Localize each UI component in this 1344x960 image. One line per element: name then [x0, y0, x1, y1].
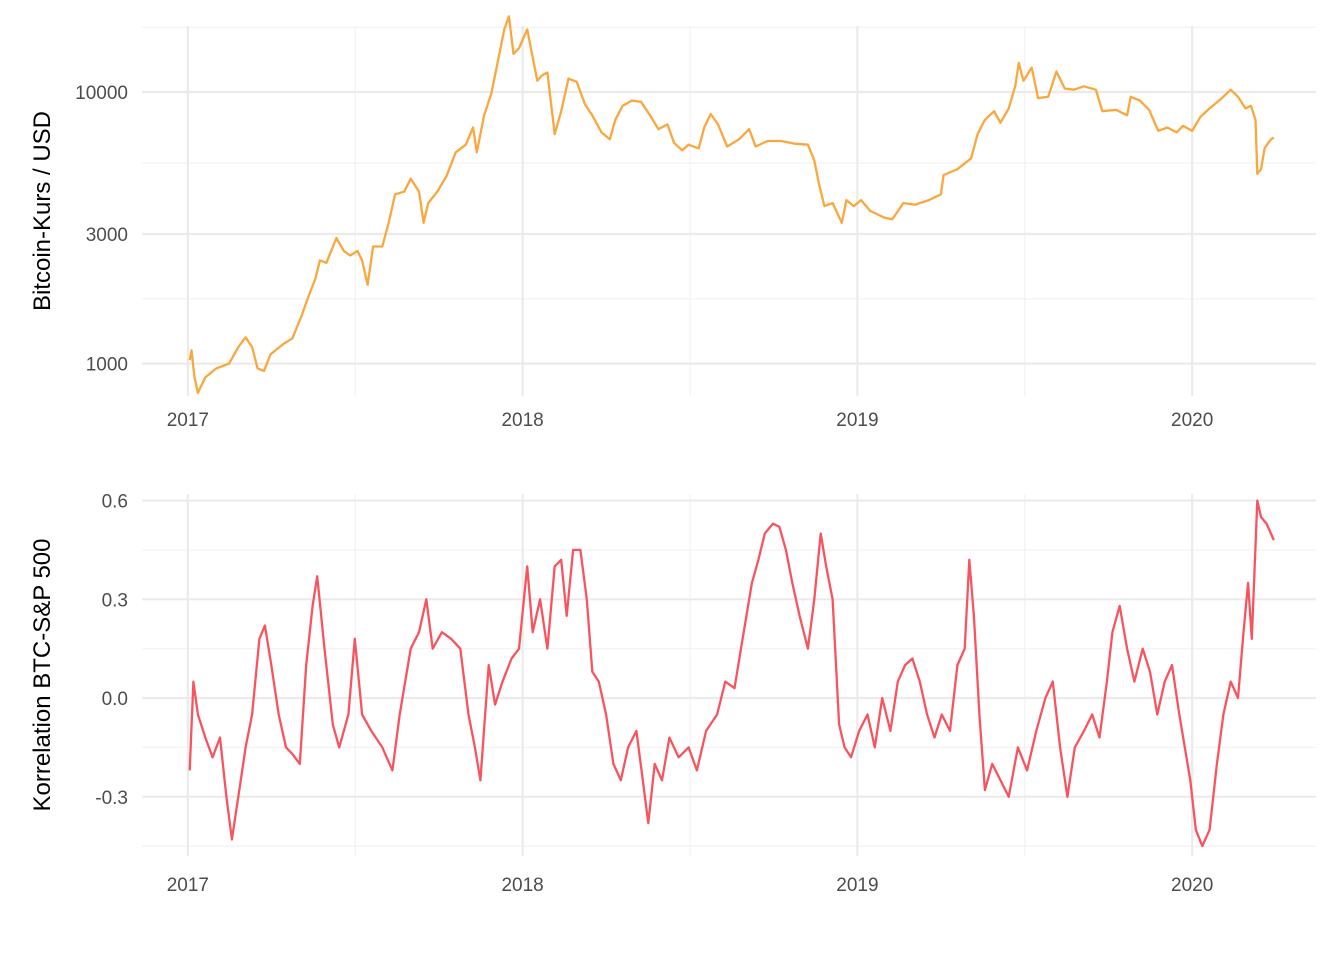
y-tick-label: -0.3: [95, 788, 128, 809]
chart-panel-2: 2017 2018 2019 2020 -0.3 0.0 0.3 0.6 Korrelation…: [29, 492, 1316, 896]
y-tick-label: 0.3: [102, 590, 128, 611]
bitcoin-price-line: [188, 15, 1275, 395]
x-tick-label: 2019: [836, 410, 878, 431]
y-tick-label: 1000: [86, 355, 128, 376]
y-tick-label: 3000: [86, 225, 128, 246]
y-axis-title: Korrelation BTC-S&P 500: [29, 538, 56, 811]
correlation-line: [188, 499, 1275, 848]
x-tick-label: 2020: [1171, 875, 1213, 896]
gridlines: [142, 494, 1316, 856]
y-tick-label: 10000: [75, 83, 128, 104]
x-tick-label: 2018: [501, 875, 543, 896]
y-axis-title: Bitcoin-Kurs / USD: [29, 111, 56, 311]
x-tick-label: 2017: [167, 410, 209, 431]
y-tick-label: 0.0: [102, 689, 128, 710]
gridlines: [142, 26, 1316, 396]
y-tick-label: 0.6: [102, 492, 128, 513]
chart-panel-1: 2017 2018 2019 2020 1000 3000 10000 Bitcoin-Kur…: [29, 15, 1316, 431]
x-tick-label: 2017: [167, 875, 209, 896]
x-tick-label: 2019: [836, 875, 878, 896]
x-tick-label: 2020: [1171, 410, 1213, 431]
x-tick-label: 2018: [501, 410, 543, 431]
